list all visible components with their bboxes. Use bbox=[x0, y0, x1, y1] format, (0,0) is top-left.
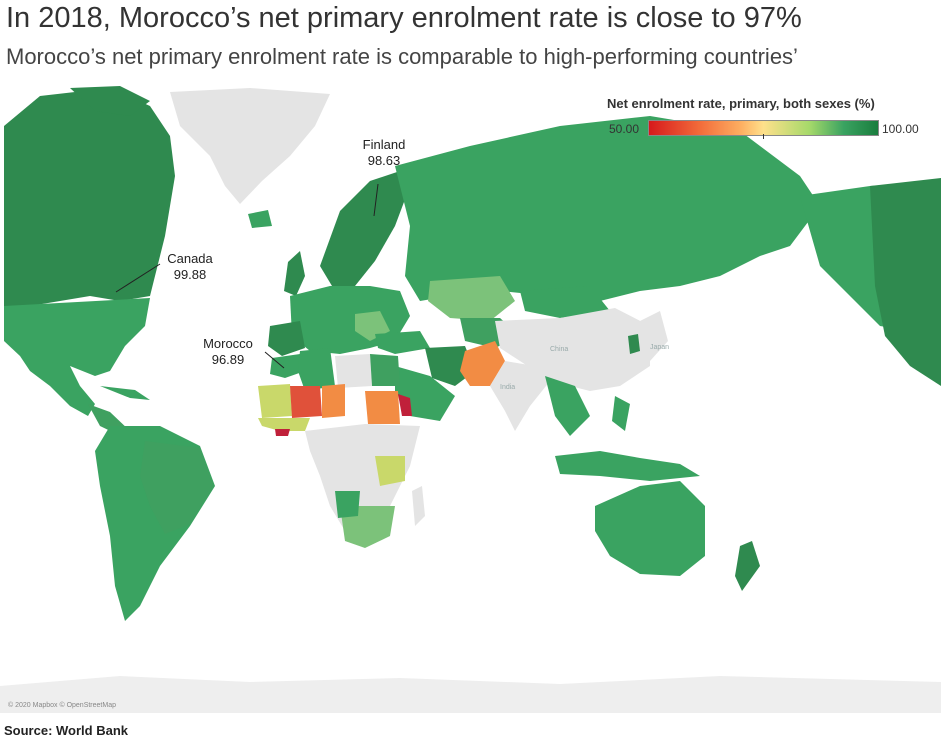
canada-leader-line bbox=[115, 263, 161, 293]
region-niger[interactable] bbox=[290, 386, 322, 418]
region-balkans[interactable] bbox=[355, 311, 390, 341]
region-mongolia[interactable] bbox=[520, 286, 610, 318]
annotation-finland-country: Finland bbox=[362, 137, 406, 152]
annotation-morocco: Morocco 96.89 bbox=[196, 336, 260, 368]
region-mexico[interactable] bbox=[20, 356, 95, 416]
region-chad[interactable] bbox=[322, 384, 345, 418]
morocco-leader-line bbox=[264, 351, 285, 369]
map-label-india: India bbox=[500, 384, 515, 391]
page-subtitle: Morocco’s net primary enrolment rate is … bbox=[6, 44, 798, 69]
annotation-morocco-value: 96.89 bbox=[211, 352, 245, 367]
region-korea[interactable] bbox=[628, 334, 640, 354]
source-note: Source: World Bank bbox=[4, 723, 129, 738]
region-canada[interactable] bbox=[4, 88, 175, 306]
region-pakistan[interactable] bbox=[460, 341, 505, 386]
map-label-china: China bbox=[550, 346, 568, 353]
region-new-zealand[interactable] bbox=[735, 541, 760, 591]
legend-title: Net enrolment rate, primary, both sexes … bbox=[607, 96, 875, 111]
region-australia[interactable] bbox=[595, 481, 705, 576]
region-west-coast[interactable] bbox=[258, 418, 310, 431]
region-alaska[interactable] bbox=[870, 178, 941, 386]
region-southern-africa[interactable] bbox=[340, 506, 395, 548]
legend-min-label: 50.00 bbox=[609, 122, 640, 136]
region-caribbean[interactable] bbox=[100, 386, 150, 400]
annotation-finland: Finland 98.63 bbox=[352, 137, 416, 169]
map-label-japan: Japan bbox=[650, 344, 669, 351]
legend-midpoint-tick bbox=[763, 134, 764, 139]
region-algeria[interactable] bbox=[298, 348, 335, 391]
map-svg[interactable]: China Japan India bbox=[0, 86, 941, 713]
region-libya-nodata[interactable] bbox=[335, 354, 372, 388]
region-russia[interactable] bbox=[395, 116, 820, 301]
region-canada-islands[interactable] bbox=[70, 86, 150, 116]
region-japan[interactable] bbox=[640, 311, 668, 361]
region-china[interactable] bbox=[495, 308, 650, 391]
annotation-canada-country: Canada bbox=[167, 251, 213, 266]
region-sudan[interactable] bbox=[365, 391, 400, 424]
page-title: In 2018, Morocco’s net primary enrolment… bbox=[6, 2, 802, 34]
region-east-africa[interactable] bbox=[375, 456, 405, 486]
region-iceland[interactable] bbox=[248, 210, 272, 228]
region-indonesia[interactable] bbox=[555, 451, 700, 481]
region-egypt[interactable] bbox=[370, 354, 400, 386]
region-antarctica[interactable] bbox=[0, 676, 941, 713]
annotation-finland-value: 98.63 bbox=[367, 153, 401, 168]
region-kazakhstan[interactable] bbox=[428, 276, 515, 321]
region-philippines[interactable] bbox=[612, 396, 630, 431]
region-brazil[interactable] bbox=[140, 441, 214, 534]
region-uk[interactable] bbox=[284, 251, 305, 296]
region-eritrea[interactable] bbox=[398, 394, 412, 416]
map-attribution[interactable]: © 2020 Mapbox © OpenStreetMap bbox=[8, 702, 116, 709]
finland-leader-line bbox=[373, 183, 379, 217]
region-namibia[interactable] bbox=[335, 491, 360, 518]
region-india[interactable] bbox=[490, 361, 550, 431]
region-iberia[interactable] bbox=[268, 321, 305, 356]
region-turkey[interactable] bbox=[375, 331, 430, 354]
world-map[interactable]: China Japan India bbox=[0, 86, 941, 713]
region-scandinavia[interactable] bbox=[320, 171, 410, 291]
region-usa[interactable] bbox=[4, 298, 150, 376]
region-mali[interactable] bbox=[258, 384, 292, 418]
annotation-morocco-country: Morocco bbox=[203, 336, 253, 351]
legend-max-label: 100.00 bbox=[882, 122, 919, 136]
region-se-asia[interactable] bbox=[545, 376, 590, 436]
region-morocco[interactable] bbox=[270, 354, 305, 378]
region-iran[interactable] bbox=[425, 346, 475, 386]
annotation-canada: Canada 99.88 bbox=[160, 251, 220, 283]
region-central-africa-nodata[interactable] bbox=[305, 424, 420, 531]
annotation-canada-value: 99.88 bbox=[173, 267, 207, 282]
region-greenland[interactable] bbox=[170, 88, 330, 204]
region-liberia[interactable] bbox=[275, 429, 290, 436]
region-madagascar[interactable] bbox=[412, 486, 425, 526]
